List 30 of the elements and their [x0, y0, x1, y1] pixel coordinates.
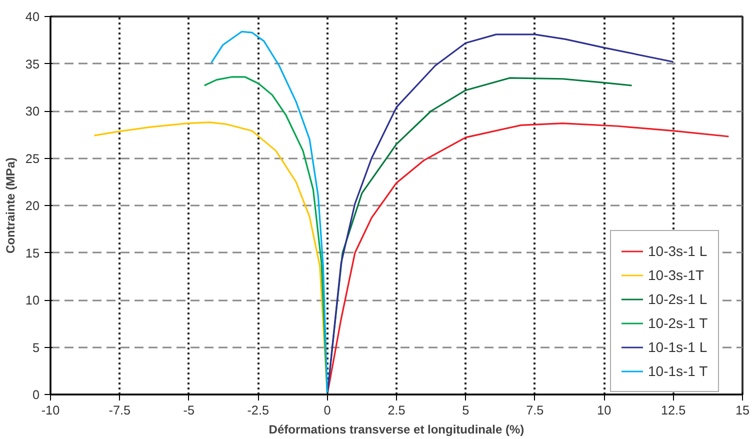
- y-tick-label: 0: [32, 388, 40, 402]
- x-tick-label: -10: [41, 404, 60, 418]
- x-tick-label: -7.5: [108, 404, 131, 418]
- x-tick-label: 7.5: [526, 404, 544, 418]
- legend-label: 10-3s-1T: [648, 267, 704, 283]
- y-tick-label: 40: [25, 10, 40, 24]
- y-tick-label: 5: [32, 340, 40, 355]
- x-tick-label: 0: [324, 404, 331, 418]
- y-tick-label: 10: [25, 294, 40, 308]
- line-series: [326, 122, 730, 394]
- legend-label: 10-1s-1 L: [648, 339, 708, 355]
- y-tick-label: 25: [25, 152, 40, 166]
- x-axis-title: Déformations transverse et longitudinale (%): [268, 422, 524, 436]
- line-series: [210, 30, 328, 394]
- x-tick-label: 15: [735, 404, 750, 418]
- x-tick-label: 5: [462, 404, 470, 418]
- y-tick-label: 20: [25, 199, 40, 213]
- legend-label: 10-1s-1 T: [648, 363, 708, 379]
- legend-label: 10-2s-1 L: [648, 291, 708, 307]
- y-tick-label: 30: [25, 104, 40, 118]
- y-tick-label: 15: [25, 246, 40, 260]
- x-tick-label: 12.5: [660, 404, 686, 418]
- x-tick-label: 10: [597, 404, 612, 418]
- x-tick-label: 2.5: [388, 404, 406, 418]
- x-tick-label: -5: [183, 404, 195, 418]
- y-axis-title: Contrainte (MPa): [3, 157, 18, 254]
- legend-label: 10-3s-1 L: [648, 243, 708, 259]
- legend-label: 10-2s-1 T: [648, 315, 708, 331]
- x-tick-label: -2.5: [247, 404, 270, 418]
- y-tick-label: 35: [25, 57, 40, 72]
